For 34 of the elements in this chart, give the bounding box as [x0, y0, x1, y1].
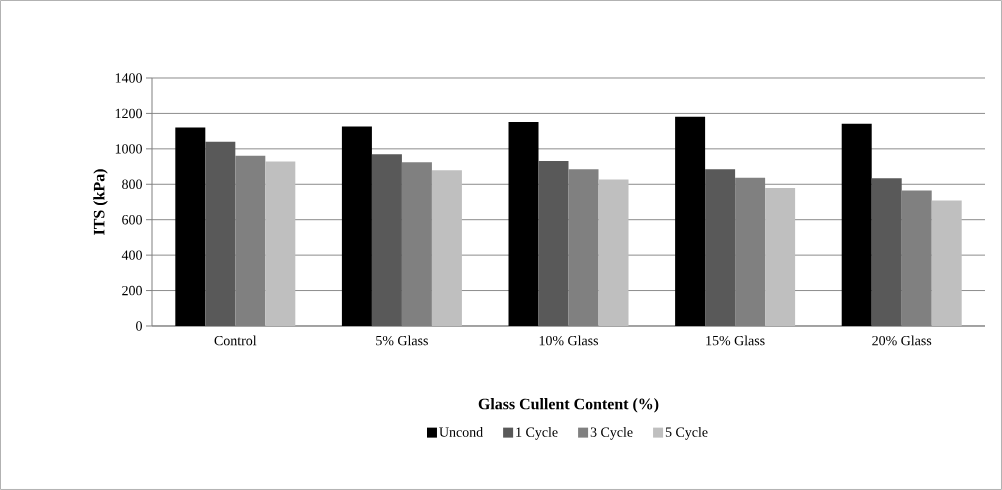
y-axis-title: ITS (kPa)	[93, 169, 108, 235]
x-tick-label: 20% Glass	[872, 335, 932, 346]
y-tick-label: 1200	[115, 108, 142, 119]
x-tick-label: 5% Glass	[376, 335, 428, 346]
y-tick-label: 400	[121, 250, 142, 260]
x-tick-label: 15% Glass	[706, 335, 765, 346]
y-tick-label: 1000	[115, 144, 142, 154]
bar	[931, 200, 962, 326]
x-tick-label: 10% Glass	[539, 335, 599, 346]
bar	[341, 126, 372, 326]
y-tick-label: 600	[122, 214, 142, 225]
bar	[765, 187, 796, 326]
x-tick-label: Control	[214, 335, 257, 346]
y-tick-label: 0	[136, 321, 142, 331]
bar	[705, 169, 736, 326]
y-tick-label: 1400	[115, 73, 142, 83]
x-axis-title: Glass Cullent Content (%)	[478, 398, 659, 413]
legend-label: 5 Cycle	[665, 427, 708, 440]
bar	[508, 121, 539, 326]
bar	[841, 123, 872, 326]
bar	[265, 161, 296, 326]
legend-label: 1 Cycle	[516, 427, 558, 440]
bar	[598, 179, 629, 326]
y-tick-label: 800	[122, 179, 142, 189]
y-tick-label: 200	[122, 285, 142, 296]
bar	[675, 116, 706, 326]
bar	[371, 154, 402, 326]
bar	[175, 127, 206, 326]
legend-label: Uncond	[439, 427, 483, 437]
bar	[538, 160, 569, 326]
legend-label: 3 Cycle	[590, 427, 633, 440]
bar	[205, 141, 236, 326]
bar	[431, 170, 462, 326]
bar	[871, 178, 902, 326]
